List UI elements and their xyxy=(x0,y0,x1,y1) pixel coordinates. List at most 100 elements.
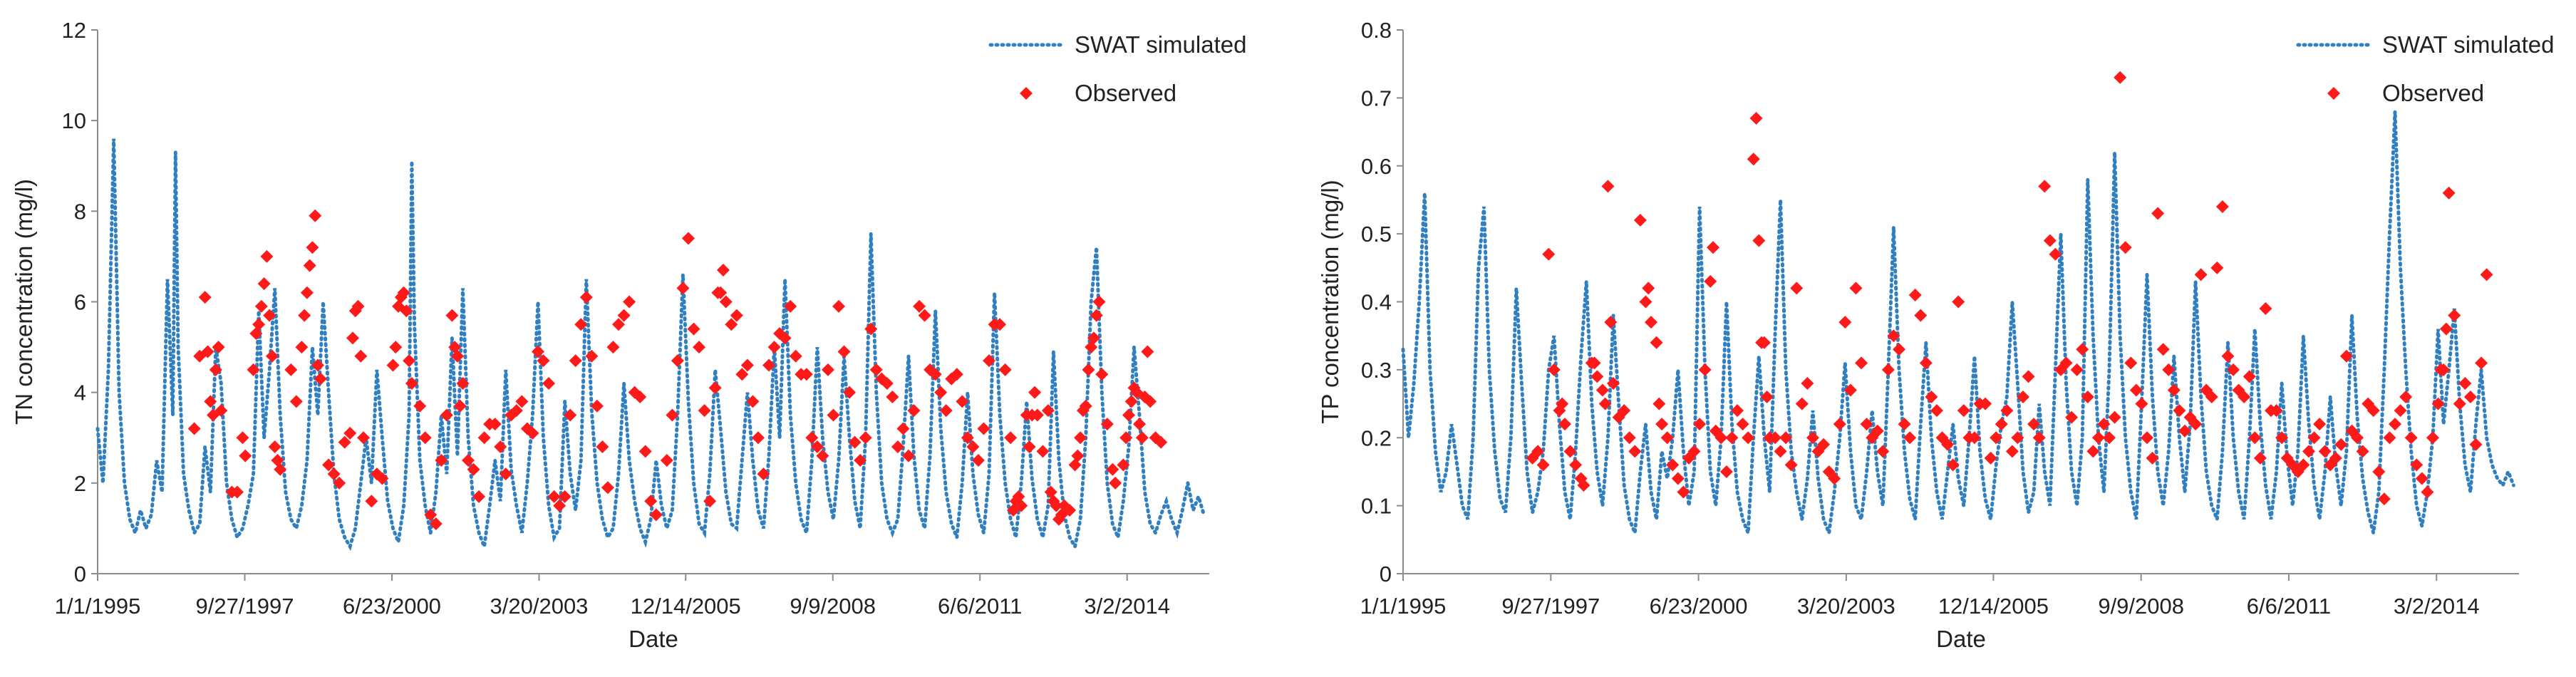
observed-point xyxy=(1015,499,1028,512)
y-axis-title: TP concentration (mg/l) xyxy=(1317,180,1343,423)
observed-point xyxy=(1967,431,1981,445)
observed-point xyxy=(1563,445,1577,458)
observed-point xyxy=(1806,431,1819,445)
observed-point xyxy=(2103,431,2116,445)
y-tick-label: 0.8 xyxy=(1361,18,1392,43)
observed-point xyxy=(1957,404,1970,418)
observed-point xyxy=(2065,410,2079,424)
y-tick-label: 0.5 xyxy=(1361,222,1392,247)
observed-point xyxy=(303,259,316,272)
observed-point xyxy=(2129,383,2143,397)
observed-point xyxy=(2394,404,2407,418)
observed-point xyxy=(2329,451,2342,465)
observed-point xyxy=(386,358,400,372)
x-tick-label: 3/2/2014 xyxy=(2394,594,2480,619)
observed-point xyxy=(569,354,582,368)
observed-point xyxy=(918,309,931,322)
legend-simulated-label: SWAT simulated xyxy=(1075,31,1246,58)
observed-point xyxy=(708,381,722,395)
observed-point xyxy=(2194,268,2208,281)
observed-point xyxy=(832,299,845,313)
observed-point xyxy=(187,422,201,435)
observed-point xyxy=(649,508,663,522)
observed-point xyxy=(585,349,599,363)
observed-point xyxy=(1914,309,1928,322)
observed-point xyxy=(2221,349,2235,363)
observed-point xyxy=(1707,241,1719,254)
observed-point xyxy=(418,431,432,445)
x-tick-label: 3/2/2014 xyxy=(1084,594,1170,619)
observed-point xyxy=(1023,440,1036,453)
observed-point xyxy=(2275,431,2289,445)
x-tick-label: 1/1/1995 xyxy=(55,594,141,619)
y-tick-label: 0.3 xyxy=(1361,358,1392,383)
observed-point xyxy=(854,454,867,467)
observed-point xyxy=(1817,438,1831,451)
x-tick-label: 6/23/2000 xyxy=(1650,594,1748,619)
observed-point xyxy=(961,431,974,445)
observed-point xyxy=(494,440,507,453)
observed-point xyxy=(1154,435,1168,449)
observed-point xyxy=(1650,336,1663,349)
observed-point xyxy=(1623,431,1636,445)
observed-point xyxy=(239,449,252,462)
x-tick-label: 9/27/1997 xyxy=(196,594,294,619)
observed-point xyxy=(1639,295,1652,309)
observed-point xyxy=(2475,356,2488,370)
observed-point xyxy=(1135,431,1149,445)
observed-point xyxy=(1004,431,1018,445)
observed-point xyxy=(453,399,467,413)
observed-point xyxy=(1990,431,2003,445)
observed-point xyxy=(1855,356,1868,370)
observed-point xyxy=(1556,397,1569,410)
observed-point xyxy=(1569,458,1583,472)
y-tick-label: 0.4 xyxy=(1361,290,1392,315)
legend-observed-marker xyxy=(1020,87,1033,100)
x-axis-title: Date xyxy=(1936,626,1986,652)
observed-point xyxy=(681,232,695,245)
observed-point xyxy=(816,449,829,462)
observed-point xyxy=(2469,438,2483,451)
observed-point xyxy=(880,376,894,390)
observed-point xyxy=(2076,343,2089,356)
observed-point xyxy=(311,358,324,372)
observed-point xyxy=(934,386,948,399)
observed-point xyxy=(354,349,368,363)
observed-point xyxy=(725,318,738,331)
observed-point xyxy=(1071,449,1085,462)
observed-point xyxy=(2086,445,2100,458)
observed-point xyxy=(2141,431,2153,445)
observed-point xyxy=(837,345,851,358)
observed-point xyxy=(309,209,322,222)
legend-observed-label: Observed xyxy=(1075,80,1176,106)
observed-point xyxy=(1577,479,1590,492)
observed-point xyxy=(327,467,341,481)
observed-point xyxy=(913,299,926,313)
observed-point xyxy=(1719,465,1733,478)
observed-point xyxy=(2356,445,2369,458)
observed-point xyxy=(800,368,813,381)
observed-point xyxy=(1871,424,1884,438)
observed-point xyxy=(1731,404,1744,418)
observed-point xyxy=(1919,356,1933,370)
observed-point xyxy=(1063,503,1077,517)
y-tick-label: 0.1 xyxy=(1361,494,1392,519)
observed-point xyxy=(1124,395,1138,408)
observed-point xyxy=(365,495,378,508)
observed-point xyxy=(1876,445,1890,458)
observed-point xyxy=(601,481,614,495)
observed-point xyxy=(574,318,588,331)
observed-point xyxy=(257,277,271,291)
observed-point xyxy=(2439,322,2453,336)
observed-point xyxy=(693,341,706,354)
observed-point xyxy=(445,309,459,322)
observed-point xyxy=(2307,431,2321,445)
observed-point xyxy=(2135,397,2148,410)
observed-point xyxy=(1087,331,1100,345)
observed-point xyxy=(2124,356,2138,370)
observed-point xyxy=(2081,391,2094,404)
observed-point xyxy=(1925,391,1938,404)
observed-point xyxy=(1660,431,1674,445)
observed-point xyxy=(789,349,802,363)
observed-point xyxy=(1757,336,1771,349)
